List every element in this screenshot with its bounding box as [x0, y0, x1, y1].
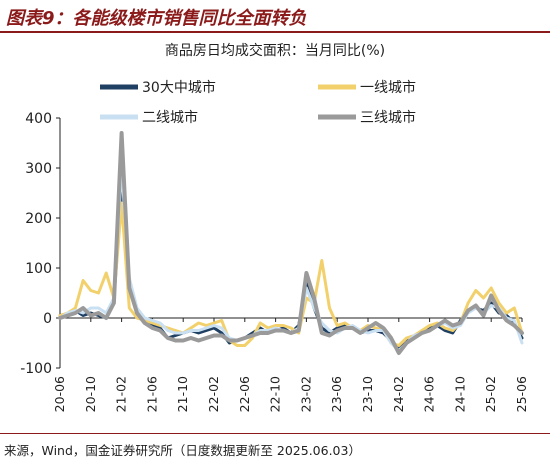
series-line-2	[58, 201, 524, 347]
x-tick-label: 24-10	[452, 376, 467, 412]
axes: -100 0 100 200 300 400 20-06 20-10 21-02 21-06 21-…	[20, 111, 529, 412]
x-tick-label: 23-02	[298, 376, 313, 412]
y-tick-label: 0	[43, 311, 52, 327]
source-note: 来源，Wind，国金证券研究所（日度数据更新至 2025.06.03）	[4, 443, 361, 458]
x-tick-label: 23-06	[329, 376, 344, 412]
footer-rule	[0, 433, 550, 434]
chart-title: 商品房日均成交面积：当月同比(%)	[165, 42, 385, 59]
legend-label: 30大中城市	[142, 79, 216, 96]
x-tick-label: 25-06	[514, 376, 529, 412]
y-tick-label: 300	[25, 161, 52, 177]
header-rule	[0, 31, 550, 33]
figure-header: 图表9：各能级楼市销售同比全面转负	[6, 8, 307, 29]
x-tick-label: 20-06	[52, 376, 67, 412]
x-tick-label: 21-06	[144, 376, 159, 412]
y-tick-label: 400	[25, 111, 52, 127]
x-tick-label: 25-02	[483, 376, 498, 412]
series-line-4	[58, 131, 524, 355]
series-layer	[58, 131, 524, 355]
x-tick-label: 24-02	[391, 376, 406, 412]
legend-label: 一线城市	[360, 79, 416, 96]
x-tick-label: 24-06	[422, 376, 437, 412]
legend-label: 三线城市	[360, 109, 416, 126]
y-tick-label: 200	[25, 211, 52, 227]
legend-label: 二线城市	[142, 109, 198, 126]
x-tick-label: 23-10	[360, 376, 375, 412]
x-tick-label: 22-02	[206, 376, 221, 412]
x-tick-label: 22-06	[237, 376, 252, 412]
y-tick-label: -100	[20, 361, 52, 377]
x-tick-label: 20-10	[83, 376, 98, 412]
x-tick-label: 21-02	[114, 376, 129, 412]
x-tick-label: 21-10	[175, 376, 190, 412]
y-tick-label: 100	[25, 261, 52, 277]
x-tick-label: 22-10	[268, 376, 283, 412]
